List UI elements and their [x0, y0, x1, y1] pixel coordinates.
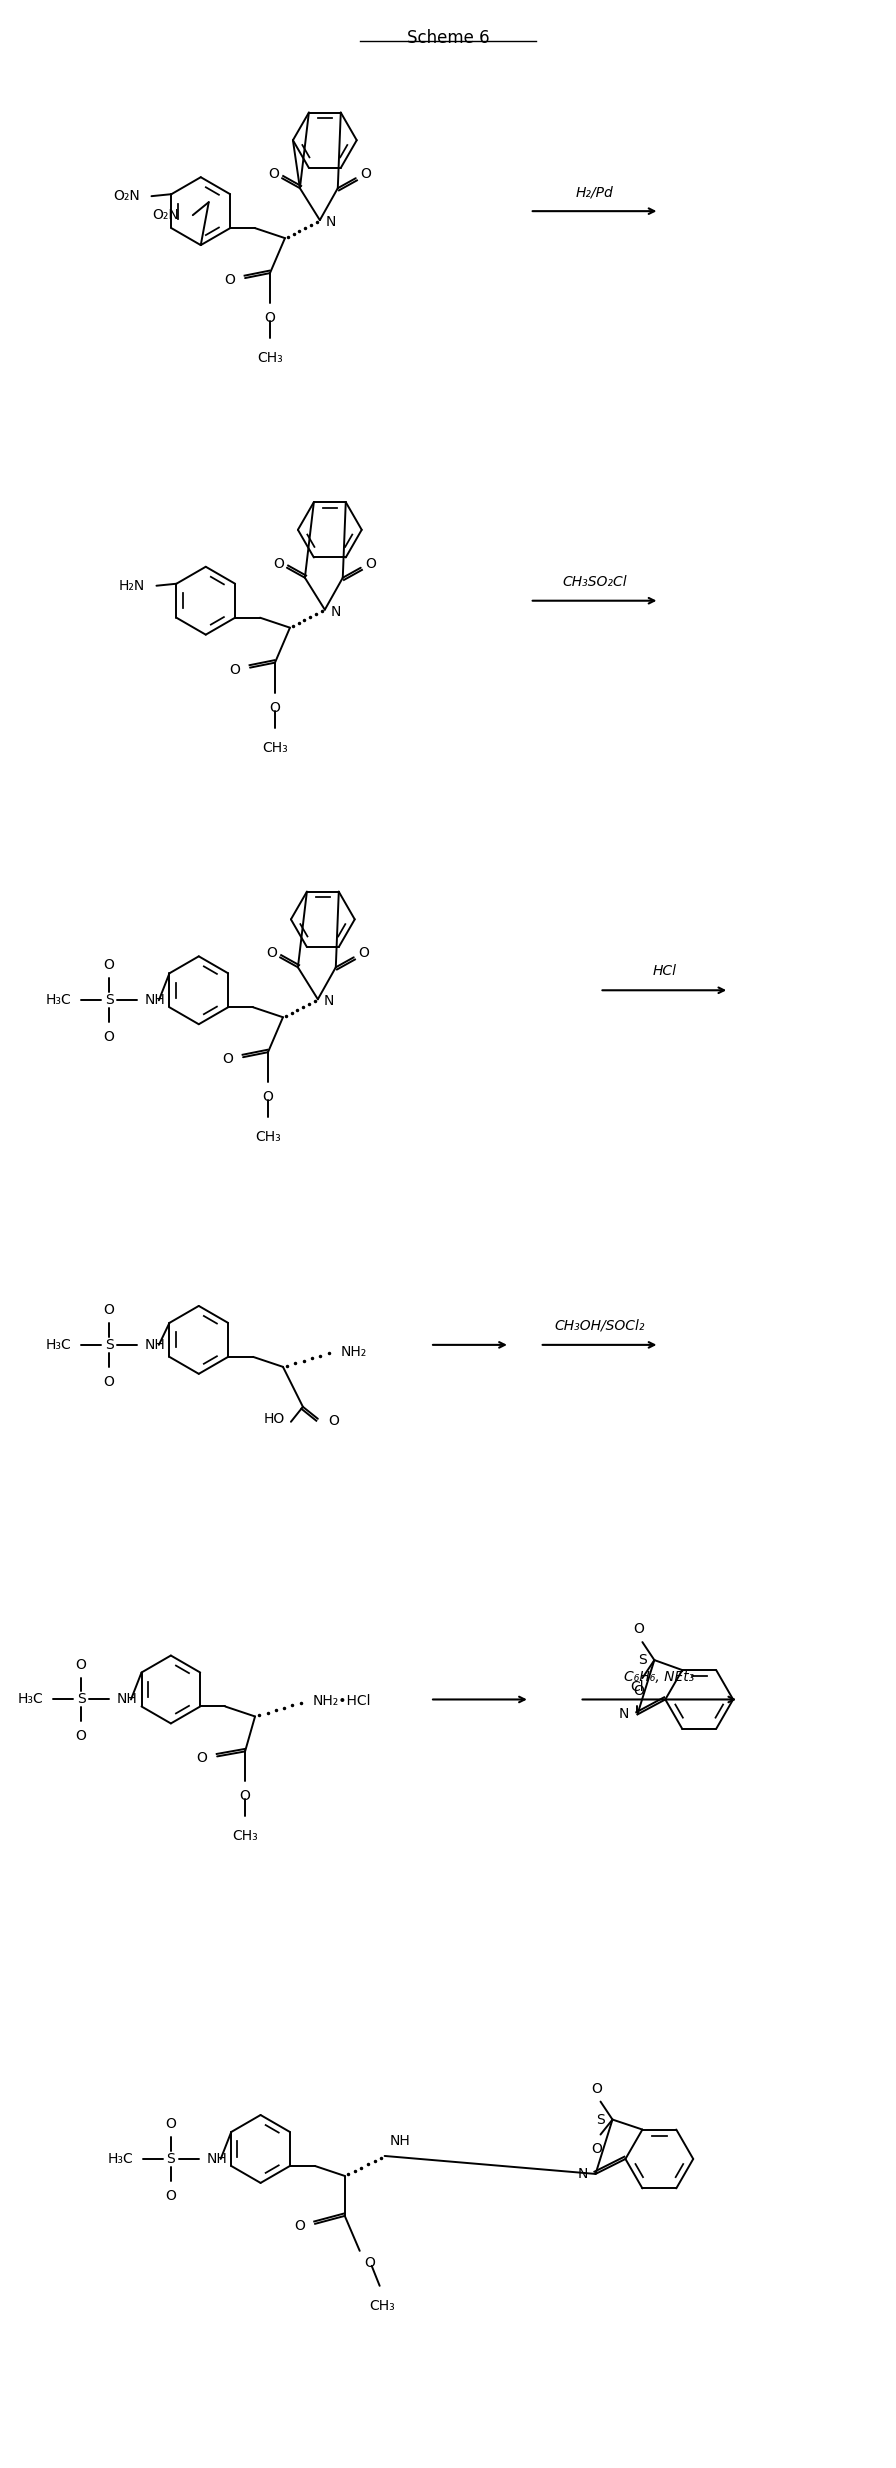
Text: CH₃: CH₃ [263, 740, 288, 755]
Text: H₃C: H₃C [18, 1693, 43, 1705]
Text: NH: NH [117, 1693, 138, 1705]
Text: O: O [358, 945, 369, 960]
Text: S: S [596, 2113, 605, 2127]
Text: S: S [77, 1693, 85, 1705]
Text: O: O [591, 2142, 602, 2155]
Text: CH₃: CH₃ [255, 1130, 280, 1145]
Text: O₂N: O₂N [113, 190, 140, 202]
Text: O: O [224, 274, 235, 286]
Text: N: N [323, 995, 334, 1009]
Text: O: O [166, 2118, 177, 2130]
Text: O: O [196, 1752, 207, 1765]
Text: NH₂•HCl: NH₂•HCl [313, 1696, 371, 1708]
Text: H₃C: H₃C [46, 992, 71, 1007]
Text: HO: HO [263, 1412, 285, 1427]
Text: NH₂: NH₂ [340, 1345, 367, 1360]
Text: O: O [75, 1658, 87, 1671]
Text: O: O [239, 1789, 251, 1804]
Text: S: S [167, 2152, 176, 2167]
Text: O: O [365, 2256, 375, 2271]
Text: HCl: HCl [652, 965, 676, 977]
Text: O: O [104, 1375, 115, 1389]
Text: O: O [269, 168, 280, 180]
Text: H₂N: H₂N [118, 578, 144, 592]
Text: CH₃: CH₃ [369, 2298, 394, 2313]
Text: S: S [105, 1338, 114, 1352]
Text: CH₃: CH₃ [232, 1829, 258, 1844]
Text: H₃C: H₃C [46, 1338, 71, 1352]
Text: CH₃: CH₃ [257, 350, 283, 365]
Text: H₂/Pd: H₂/Pd [575, 185, 614, 200]
Text: O: O [273, 558, 284, 570]
Text: O: O [270, 701, 280, 716]
Text: S: S [105, 992, 114, 1007]
Text: O: O [104, 1029, 115, 1044]
Text: O: O [264, 311, 275, 326]
Text: N: N [331, 605, 341, 619]
Text: NH: NH [145, 992, 166, 1007]
Text: O: O [263, 1091, 273, 1103]
Text: NH: NH [390, 2135, 410, 2147]
Text: CH₃OH/SOCl₂: CH₃OH/SOCl₂ [555, 1318, 645, 1333]
Text: O: O [166, 2189, 177, 2204]
Text: O₂N: O₂N [152, 207, 179, 222]
Text: O: O [294, 2219, 305, 2234]
Text: C₆H₆, NEt₃: C₆H₆, NEt₃ [625, 1671, 694, 1686]
Text: O: O [328, 1414, 339, 1429]
Text: O: O [366, 558, 376, 570]
Text: O: O [104, 958, 115, 972]
Text: O: O [360, 168, 371, 180]
Text: NH: NH [145, 1338, 166, 1352]
Text: O: O [266, 945, 278, 960]
Text: O: O [229, 661, 240, 676]
Text: CH₃SO₂Cl: CH₃SO₂Cl [562, 575, 627, 590]
Text: O: O [104, 1303, 115, 1318]
Text: O: O [75, 1730, 87, 1742]
Text: S: S [638, 1654, 646, 1666]
Text: Scheme 6: Scheme 6 [407, 30, 489, 47]
Text: O: O [591, 2081, 602, 2095]
Text: O: O [633, 1621, 644, 1636]
Text: N: N [619, 1708, 629, 1723]
Text: O: O [222, 1051, 233, 1066]
Text: N: N [577, 2167, 588, 2182]
Text: N: N [326, 215, 336, 230]
Text: O: O [633, 1683, 644, 1698]
Text: Cl: Cl [631, 1681, 644, 1696]
Text: H₃C: H₃C [108, 2152, 133, 2167]
Text: NH: NH [207, 2152, 228, 2167]
